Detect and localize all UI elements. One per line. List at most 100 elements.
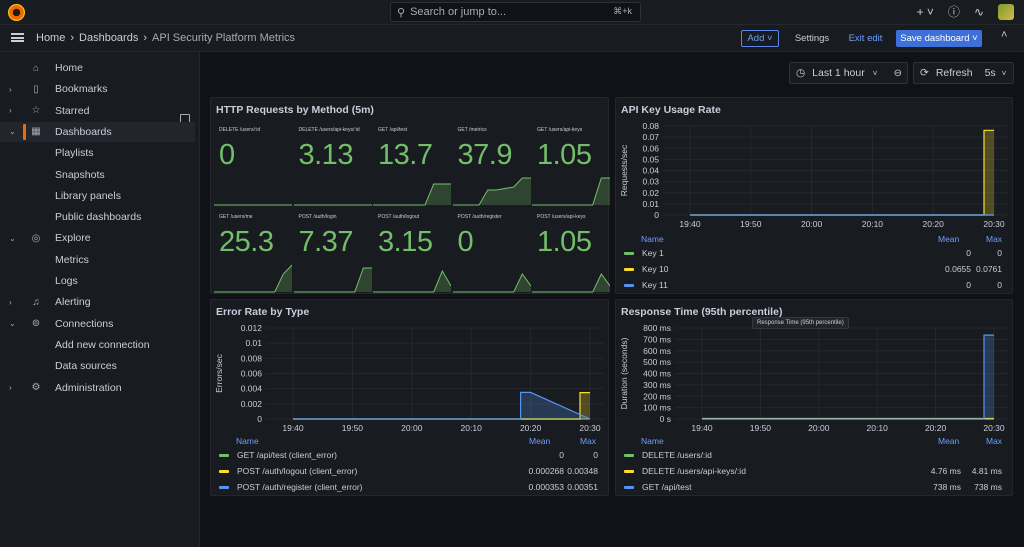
stat-value: 1.05 bbox=[537, 139, 592, 171]
sparkline bbox=[373, 269, 451, 293]
stat-value: 0 bbox=[219, 139, 235, 171]
legend-header-name[interactable]: Name bbox=[236, 436, 259, 446]
legend-header-mean[interactable]: Mean bbox=[938, 234, 960, 244]
legend-item[interactable]: POST /auth/register (client_error) bbox=[219, 480, 363, 494]
menu-toggle-icon[interactable] bbox=[11, 33, 24, 42]
sidebar-item-library-panels[interactable]: Library panels bbox=[0, 186, 195, 206]
sidebar-item-label: Public dashboards bbox=[55, 211, 142, 224]
sidebar-item-metrics[interactable]: Metrics bbox=[0, 250, 195, 270]
legend-item[interactable]: Key 1 bbox=[624, 246, 664, 260]
stat-post-auth-logout[interactable]: POST /auth/logout 3.15 bbox=[373, 211, 451, 293]
stat-delete-users-id[interactable]: DELETE /users/:id 0 bbox=[214, 124, 292, 206]
legend-item[interactable]: Key 11 bbox=[624, 278, 668, 292]
legend-item[interactable]: Key 10 bbox=[624, 262, 668, 276]
panel-title: HTTP Requests by Method (5m) bbox=[216, 104, 374, 116]
series-line bbox=[690, 129, 994, 216]
add-button[interactable]: Add ˅ bbox=[741, 30, 779, 47]
legend-item[interactable]: POST /auth/logout (client_error) bbox=[219, 464, 357, 478]
sidebar-item-dashboards[interactable]: ⌄ ▦ Dashboards bbox=[0, 121, 195, 142]
stat-label: DELETE /users/api-keys/:id bbox=[298, 127, 360, 133]
sidebar-item-data-sources[interactable]: Data sources bbox=[0, 356, 195, 376]
stat-get-users-me[interactable]: GET /users/me 25.3 bbox=[214, 211, 292, 293]
legend-header-mean[interactable]: Mean bbox=[529, 436, 551, 446]
legend-item[interactable]: DELETE /users/api-keys/:id bbox=[624, 464, 746, 478]
error-rate-panel[interactable]: Error Rate by Type 0.012 0.01 0.008 0.006 0.… bbox=[210, 299, 609, 496]
sidebar-item-snapshots[interactable]: Snapshots bbox=[0, 165, 195, 185]
stat-value: 0 bbox=[457, 226, 474, 258]
save-dashboard-button[interactable]: Save dashboard ˅ bbox=[896, 30, 982, 47]
breadcrumb-current: API Security Platform Metrics bbox=[152, 32, 296, 44]
sidebar-item-alerting[interactable]: › ♫ Alerting bbox=[0, 292, 195, 312]
legend-item[interactable]: DELETE /users/:id bbox=[624, 448, 712, 462]
breadcrumb-home[interactable]: Home bbox=[36, 32, 66, 44]
chevron-right-icon[interactable]: › bbox=[9, 297, 12, 307]
sidebar-item-connections[interactable]: ⌄ ⊚ Connections bbox=[0, 314, 195, 334]
grafana-logo-icon[interactable] bbox=[8, 4, 25, 21]
sidebar-item-add-new-connection[interactable]: Add new connection bbox=[0, 335, 195, 355]
zoom-out-icon[interactable]: ⊖ bbox=[893, 67, 902, 79]
sidebar-item-starred[interactable]: › ☆ Starred bbox=[0, 101, 195, 121]
stat-label: GET /users/api-keys bbox=[537, 127, 583, 133]
sidebar-item-explore[interactable]: ⌄ ◎ Explore bbox=[0, 228, 195, 248]
help-icon[interactable]: ⓘ bbox=[947, 5, 960, 19]
stat-post-users-api-keys[interactable]: POST /users/api-keys 1.05 bbox=[532, 211, 610, 293]
chevron-right-icon[interactable]: › bbox=[9, 106, 12, 116]
chevron-up-icon[interactable]: ˄ bbox=[1001, 29, 1008, 41]
legend-header-mean[interactable]: Mean bbox=[938, 436, 960, 446]
sidebar-item-bookmarks[interactable]: › ▯ Bookmarks bbox=[0, 79, 195, 99]
stat-post-auth-login[interactable]: POST /auth/login 7.37 bbox=[293, 211, 372, 293]
legend-mean: 4.76 ms bbox=[930, 466, 961, 476]
sidebar-item-label: Explore bbox=[55, 232, 91, 245]
sidebar-item-home[interactable]: ⌂ Home bbox=[0, 58, 195, 78]
sidebar-item-label: Bookmarks bbox=[55, 83, 108, 96]
legend-max: 0 bbox=[997, 248, 1002, 258]
breadcrumb: Home › Dashboards › API Security Platfor… bbox=[36, 32, 295, 44]
sparkline-area bbox=[214, 265, 292, 292]
sidebar-item-label: Snapshots bbox=[55, 168, 105, 181]
legend-header-name[interactable]: Name bbox=[641, 234, 664, 244]
response-time-panel[interactable]: Response Time (95th percentile) 800 ms 70… bbox=[615, 299, 1013, 496]
sparkline-line bbox=[214, 264, 292, 293]
sidebar-item-playlists[interactable]: Playlists bbox=[0, 143, 195, 163]
legend-max: 0 bbox=[593, 450, 598, 460]
chevron-down-icon[interactable]: ⌄ bbox=[9, 233, 16, 243]
x-tick-label: 20:20 bbox=[923, 219, 945, 229]
legend-item[interactable]: GET /api/test (client_error) bbox=[219, 448, 337, 462]
y-tick-label: 300 ms bbox=[643, 380, 671, 390]
chevron-right-icon[interactable]: › bbox=[9, 84, 12, 94]
compass-icon: ◎ bbox=[31, 232, 41, 244]
time-range-picker[interactable]: ◷ Last 1 hour ˅ ⊖ bbox=[789, 62, 908, 84]
sidebar-item-logs[interactable]: Logs bbox=[0, 271, 195, 291]
legend-header-max[interactable]: Max bbox=[986, 234, 1003, 244]
rss-icon[interactable]: ∿ bbox=[973, 4, 984, 19]
sidebar-item-public-dashboards[interactable]: Public dashboards bbox=[0, 207, 195, 227]
refresh-interval[interactable]: 5s bbox=[984, 67, 996, 79]
refresh-picker[interactable]: ⟳ Refresh 5s ˅ bbox=[913, 62, 1014, 84]
search-icon: ⚲ bbox=[397, 6, 406, 19]
sidebar-item-administration[interactable]: › ⚙ Administration bbox=[0, 378, 195, 398]
stat-get-metrics[interactable]: GET /metrics 37.9 bbox=[452, 124, 531, 206]
y-tick-label: 700 ms bbox=[643, 334, 671, 344]
legend-name: GET /api/test bbox=[642, 482, 692, 492]
new-menu-button[interactable]: + ˅ bbox=[916, 4, 934, 19]
stat-delete-users-api-keys-id[interactable]: DELETE /users/api-keys/:id 3.13 bbox=[293, 124, 372, 206]
chevron-down-icon[interactable]: ⌄ bbox=[9, 127, 16, 137]
chevron-down-icon[interactable]: ⌄ bbox=[9, 319, 16, 329]
chevron-right-icon[interactable]: › bbox=[9, 383, 12, 392]
search-input[interactable]: ⚲ Search or jump to... ⌘+k bbox=[390, 2, 641, 22]
api-key-usage-panel[interactable]: API Key Usage Rate 0.08 0.07 0.06 0.05 0.04 0… bbox=[615, 97, 1013, 294]
stat-get-users-api-keys[interactable]: GET /users/api-keys 1.05 bbox=[532, 124, 610, 206]
legend-item[interactable]: GET /api/test bbox=[624, 480, 691, 494]
legend-header-name[interactable]: Name bbox=[641, 436, 664, 446]
legend-header-max[interactable]: Max bbox=[580, 436, 597, 446]
stat-get-api-test[interactable]: GET /api/test 13.7 bbox=[373, 124, 451, 206]
exit-edit-button[interactable]: Exit edit bbox=[848, 33, 883, 44]
avatar[interactable] bbox=[998, 3, 1014, 20]
chevron-right-icon: › bbox=[143, 32, 148, 44]
breadcrumb-dashboards[interactable]: Dashboards bbox=[79, 32, 139, 44]
settings-button[interactable]: Settings bbox=[794, 33, 830, 44]
legend-header-max[interactable]: Max bbox=[986, 436, 1003, 446]
http-requests-panel[interactable]: HTTP Requests by Method (5m) DELETE /use… bbox=[210, 97, 610, 294]
stat-post-auth-register[interactable]: POST /auth/register 0 bbox=[452, 211, 531, 293]
